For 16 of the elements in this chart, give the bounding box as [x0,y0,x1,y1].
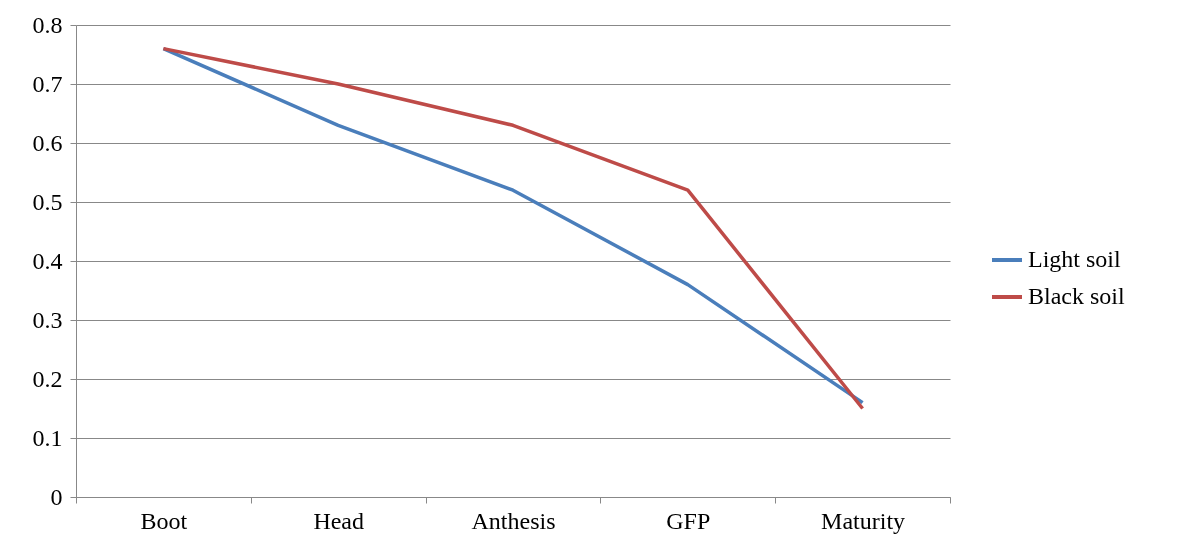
x-tick-label: Boot [140,507,188,534]
legend-label: Light soil [1028,246,1121,272]
y-tick-label: 0.6 [32,129,63,156]
y-tick-label: 0.2 [32,365,63,392]
y-tick-label: 0.3 [32,306,63,333]
y-tick-label: 0.8 [32,11,63,38]
y-tick-label: 0 [50,483,63,510]
x-tick-label: Anthesis [471,507,556,534]
x-tick-label: Maturity [821,507,906,534]
legend-label: Black soil [1028,283,1125,309]
x-tick-label: Head [313,507,365,534]
y-tick-label: 0.1 [32,424,63,451]
x-tick-label: GFP [666,507,711,534]
y-tick-label: 0.5 [32,188,63,215]
y-tick-label: 0.4 [32,247,63,274]
y-tick-label: 0.7 [32,70,63,97]
